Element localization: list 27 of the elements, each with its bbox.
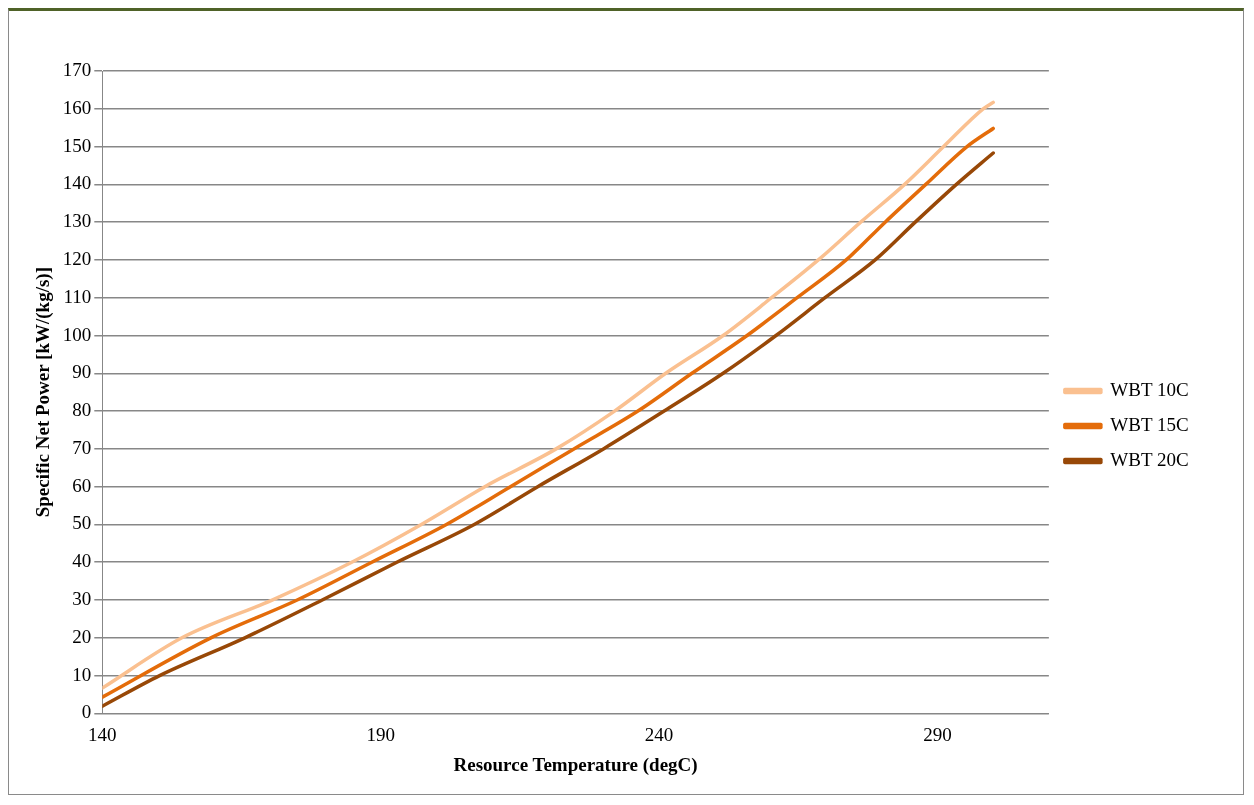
y-tick-label: 130 [62, 210, 92, 232]
legend-label: WBT 15C [1110, 413, 1189, 435]
y-tick-label: 0 [81, 701, 92, 723]
y-tick-label: 20 [72, 625, 92, 647]
x-tick-label: 190 [366, 723, 395, 745]
y-tick-label: 60 [72, 474, 92, 496]
y-axis-title: Specific Net Power [kW/(kg/s)] [32, 267, 55, 518]
legend-label: WBT 20C [1110, 448, 1189, 470]
y-tick-label: 160 [62, 96, 92, 118]
y-tick-label: 100 [62, 323, 92, 345]
legend-label: WBT 10C [1110, 378, 1189, 400]
x-tick-label: 290 [923, 723, 952, 745]
y-tick-label: 150 [62, 134, 92, 156]
y-tick-label: 120 [62, 247, 92, 269]
y-tick-label: 70 [72, 436, 92, 458]
x-tick-label: 240 [644, 723, 674, 745]
y-tick-label: 10 [72, 663, 92, 685]
y-tick-label: 50 [72, 512, 92, 534]
y-tick-label: 80 [72, 399, 92, 421]
y-tick-label: 40 [72, 550, 92, 572]
y-tick-label: 140 [62, 172, 92, 194]
x-axis-title: Resource Temperature (degC) [453, 753, 698, 776]
y-tick-label: 30 [72, 588, 92, 610]
x-tick-label: 140 [88, 723, 117, 745]
y-tick-label: 170 [62, 58, 92, 80]
y-tick-label: 110 [63, 285, 92, 307]
y-tick-label: 90 [72, 361, 92, 383]
